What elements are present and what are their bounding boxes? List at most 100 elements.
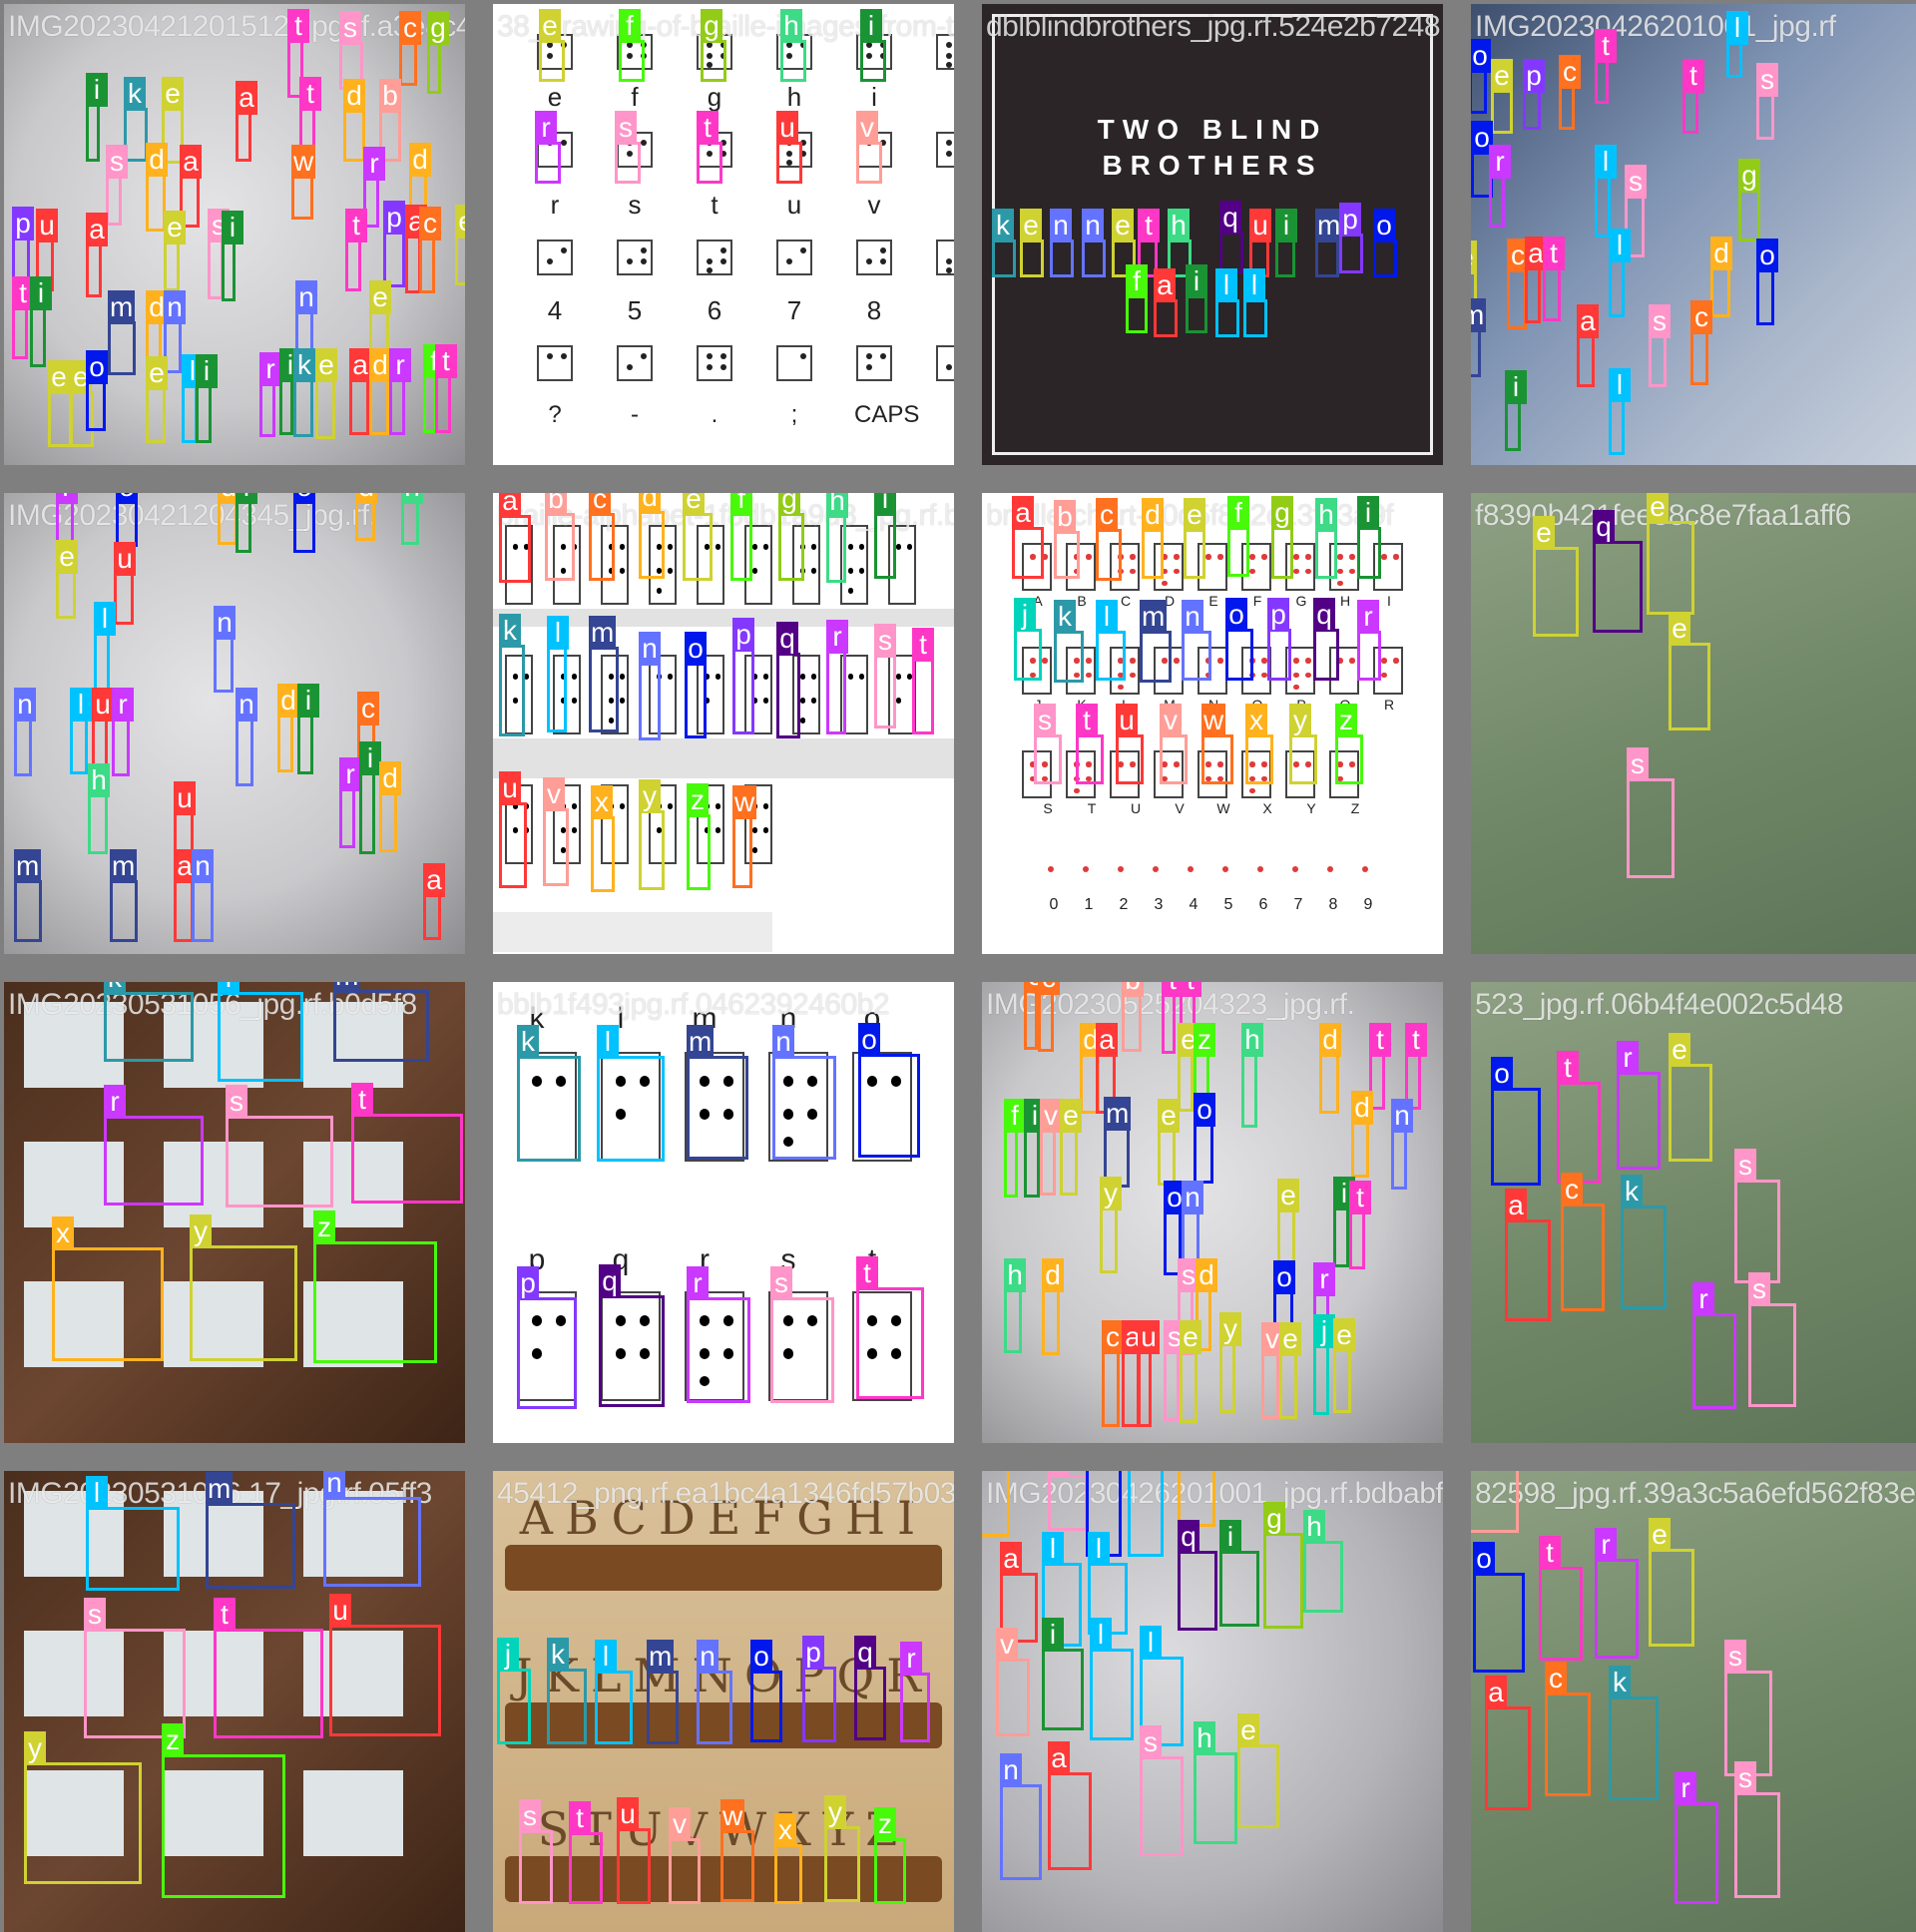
braille-dot (895, 698, 901, 704)
braille-cell (505, 655, 533, 734)
braille-dot (1249, 761, 1255, 767)
braille-dot (1030, 761, 1036, 767)
detection-label: a (86, 213, 108, 246)
detection-box: o (1473, 1542, 1525, 1673)
detection-box: o (1471, 39, 1491, 114)
detection-box: i (874, 493, 896, 579)
detection-label: p (517, 1266, 539, 1300)
detection-label: r (104, 1085, 126, 1119)
detection-label: e (1333, 1318, 1355, 1352)
detection-box: o (1194, 1093, 1215, 1184)
braille-dot (785, 159, 793, 167)
detection-label: b (379, 79, 401, 113)
detection-label: g (1263, 1502, 1285, 1536)
detection-label: e (1669, 612, 1690, 646)
detection-label: t (1539, 1536, 1561, 1570)
detection-label: f (1126, 264, 1148, 298)
detection-box: l (547, 616, 569, 732)
braille-dot (1349, 568, 1355, 575)
mosaic-tile: IMG20230421204345_jpg.rf.rodiodheulnnlur… (4, 493, 465, 954)
detection-box: c (419, 207, 441, 293)
detection-label: e (48, 360, 70, 394)
braille-dot (865, 352, 873, 360)
detection-box: t (856, 1256, 924, 1399)
detection-box: a (423, 863, 445, 940)
detection-box: r (1617, 1041, 1661, 1170)
detection-label: u (499, 771, 521, 805)
braille-dot (1337, 658, 1343, 664)
detection-box: q (599, 1264, 665, 1407)
detection-box: l (70, 688, 92, 774)
detection-label: m (687, 1025, 715, 1059)
detection-box: j (1313, 1314, 1335, 1415)
braille-dot (1305, 672, 1311, 679)
braille-dot (524, 544, 530, 550)
braille-card (164, 1142, 263, 1227)
detection-box: q (1313, 598, 1339, 681)
braille-dot (1305, 761, 1311, 767)
detection-box: w (720, 1799, 754, 1902)
braille-dot (1305, 554, 1311, 560)
braille-dot (945, 61, 953, 69)
detection-box: m (206, 1472, 295, 1589)
detection-box: m (14, 849, 42, 942)
detection-box: e (1277, 1179, 1299, 1271)
braille-dot (1217, 658, 1223, 664)
tile-filename: 38_drawing-of-braille-images-from-the-br… (497, 10, 954, 43)
detection-box: u (174, 781, 196, 870)
braille-card (24, 1142, 124, 1227)
braille-dot (699, 1315, 711, 1326)
detection-label: s (1734, 1149, 1756, 1183)
detection-label: e (1020, 209, 1042, 242)
braille-dot (615, 1109, 627, 1120)
detection-box: m (110, 849, 138, 942)
detection-box: c (1102, 1320, 1124, 1427)
detection-label: d (639, 493, 661, 514)
detection-box: s (84, 1598, 186, 1738)
detection-label: a (1048, 1741, 1070, 1775)
detection-box: c (1096, 498, 1122, 581)
detection-box: h (401, 493, 423, 545)
braille-dot (1118, 658, 1124, 664)
detection-box: i (1357, 496, 1381, 579)
detection-box: d (1042, 1258, 1064, 1355)
detection-label: n (1050, 209, 1072, 242)
detection-label: e (146, 356, 168, 390)
braille-dot (1048, 866, 1054, 872)
detection-label: s (1627, 747, 1649, 781)
braille-dot (626, 41, 634, 49)
mosaic-tile: IMG20230531056 17_jpg.rf.05ff3lmnstuyz (4, 1471, 465, 1932)
detection-box: i (1275, 209, 1297, 277)
detection-label: t (1682, 59, 1704, 93)
detection-label: d (146, 143, 168, 177)
detection-box: r (900, 1642, 930, 1742)
braille-cell (1066, 543, 1096, 591)
braille-dot (546, 41, 554, 49)
detection-label: c (419, 207, 441, 241)
detection-label: e (1279, 1322, 1301, 1356)
braille-dot (572, 674, 578, 680)
braille-dot (1293, 684, 1299, 691)
detection-label: m (110, 849, 138, 883)
detection-label: r (56, 493, 78, 504)
braille-dot (1074, 554, 1080, 560)
detection-box: l (1726, 11, 1748, 78)
braille-dot (751, 674, 757, 680)
braille-card (303, 1281, 403, 1367)
detection-box: t (287, 9, 309, 98)
braille-cell (792, 525, 820, 605)
braille-dot (945, 150, 953, 158)
braille-dot (1074, 658, 1080, 664)
detection-label: p (732, 618, 754, 652)
detection-label: q (1219, 201, 1241, 235)
detection-label: s (1734, 1761, 1756, 1795)
braille-dot (1337, 554, 1343, 560)
detection-box: r (535, 111, 561, 184)
braille-cell (776, 240, 812, 275)
detection-box: k (293, 348, 315, 437)
braille-dot (763, 698, 769, 704)
braille-card (24, 1002, 124, 1088)
braille-dot (1042, 761, 1048, 767)
detection-label: r (1617, 1041, 1639, 1075)
detection-label: q (599, 1264, 621, 1298)
